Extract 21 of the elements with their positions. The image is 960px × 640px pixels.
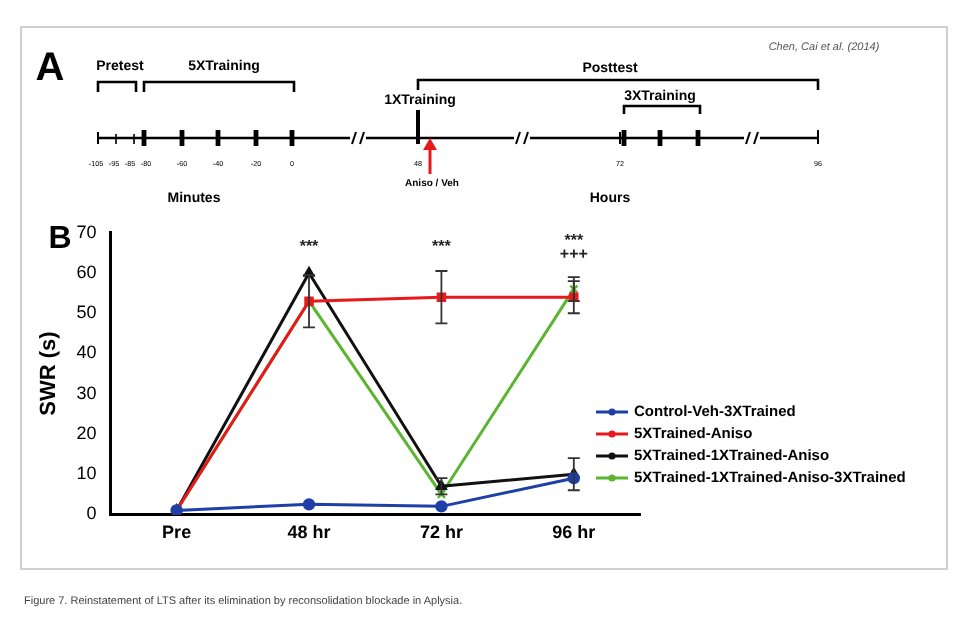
x-tick-label: 48 hr <box>287 522 332 543</box>
x-tick-label: 72 hr <box>419 522 464 543</box>
annotation: *** <box>299 237 321 256</box>
y-tick-label: 0 <box>86 503 97 524</box>
y-axis-title: SWR (s) <box>37 330 62 416</box>
point <box>302 498 316 511</box>
y-tick-label: 60 <box>76 262 97 282</box>
point <box>435 500 448 513</box>
y-tick-label: 50 <box>76 302 97 323</box>
y-tick-label: 20 <box>76 422 97 443</box>
annotation: *** <box>432 237 453 256</box>
text: A <box>35 46 65 90</box>
text: B <box>48 222 72 256</box>
y-tick-label: 70 <box>76 221 97 242</box>
y-tick-label: 10 <box>76 463 97 484</box>
y-tick-label: 40 <box>76 342 97 363</box>
x-tick-label: 96 hr <box>552 522 597 543</box>
annotation: *** <box>564 231 585 250</box>
x-tick-label: Pre <box>162 522 192 543</box>
annotation: +++ <box>559 245 589 264</box>
y-tick-label: 30 <box>76 382 97 403</box>
